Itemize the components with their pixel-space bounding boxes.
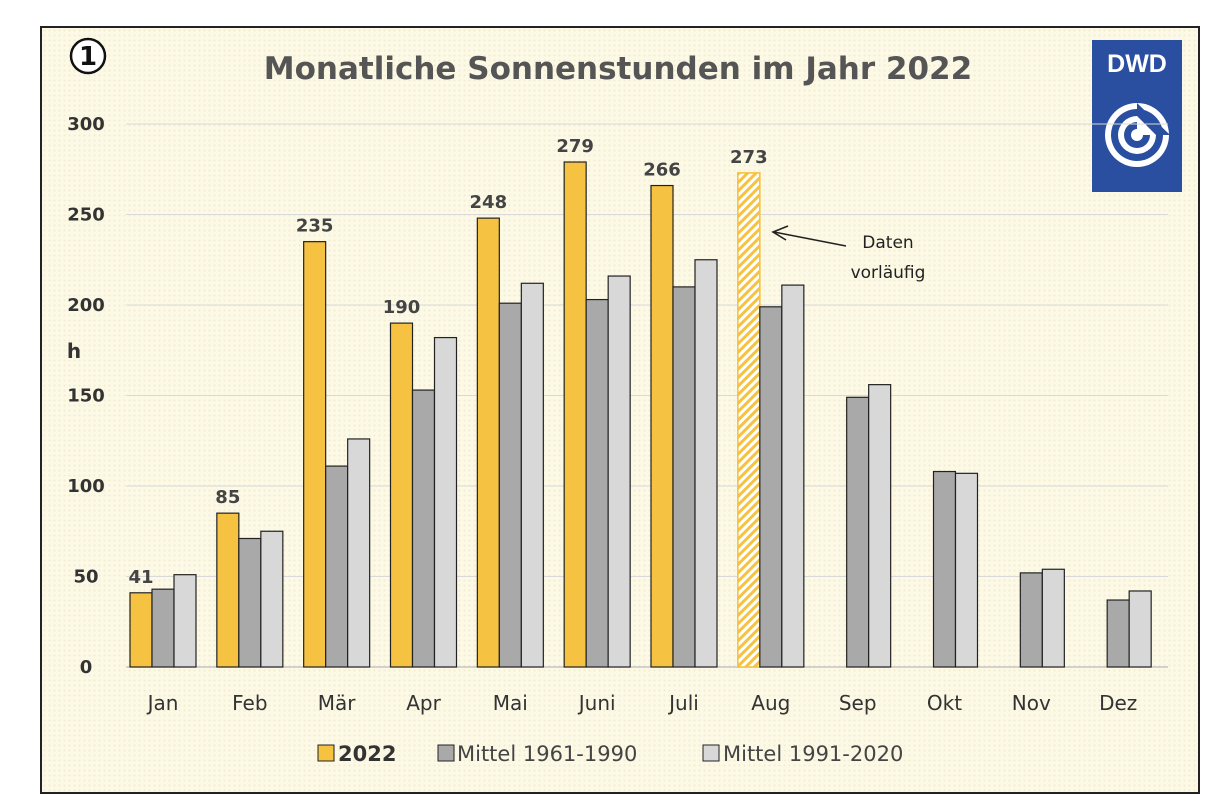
bar-mittel-1991-2020 [260, 530, 284, 668]
annotation-line2: vorläufig [851, 263, 926, 283]
bar-mittel-1961-1990 [1019, 572, 1043, 668]
y-tick-label: 0 [80, 657, 93, 678]
bar-mittel-1991-2020 [520, 282, 544, 668]
badge-number: 1 [79, 42, 97, 72]
bar-mittel-1961-1990 [411, 389, 436, 668]
bar-2022 [216, 512, 240, 668]
y-tick-label: 300 [67, 114, 105, 135]
y-tick-label: 200 [67, 295, 105, 316]
bar-mittel-1991-2020 [694, 259, 718, 668]
data-label: 279 [556, 136, 594, 157]
legend-label-6190: Mittel 1961-1990 [457, 742, 637, 766]
data-label: 190 [383, 297, 421, 318]
data-label: 235 [296, 216, 334, 237]
chart-svg: 1 Monatliche Sonnenstunden im Jahr 2022 … [67, 37, 1182, 766]
legend-swatch-2022 [317, 744, 335, 762]
legend-swatch-6190 [437, 744, 455, 762]
bars [129, 161, 1152, 668]
x-tick-label: Okt [927, 691, 962, 715]
y-tick-labels: 0 50 100 150 200 250 300 [67, 114, 105, 678]
bar-mittel-1991-2020 [347, 438, 371, 668]
bar-mittel-1961-1990 [585, 298, 609, 668]
y-axis-label: h [67, 339, 81, 363]
y-tick-label: 250 [67, 205, 105, 226]
bar-mittel-1961-1990 [238, 537, 262, 668]
badge-circle [69, 37, 107, 75]
data-label: 273 [730, 147, 768, 168]
annotation-arrowhead-icon [771, 225, 789, 241]
dwd-logo: DWD [1092, 40, 1182, 192]
bar-mittel-1961-1990 [672, 286, 696, 668]
bar-mittel-1991-2020 [1128, 590, 1152, 668]
bar-mittel-1961-1990 [846, 396, 870, 668]
x-tick-label: Nov [1012, 691, 1051, 715]
bar-mittel-1961-1990 [325, 465, 349, 668]
legend-label-9120: Mittel 1991-2020 [723, 742, 903, 766]
bar-2022 [650, 184, 674, 668]
x-tick-label: Feb [232, 691, 267, 715]
bar-mittel-1991-2020 [868, 384, 892, 668]
spiral-icon [1105, 103, 1170, 167]
data-labels: 41 85 235 190 248 279 266 273 [128, 136, 767, 588]
chart-frame: 1 Monatliche Sonnenstunden im Jahr 2022 … [40, 26, 1200, 794]
y-tick-label: 150 [67, 386, 105, 407]
x-tick-label: Apr [406, 691, 441, 715]
bar-2022 [129, 592, 153, 668]
badge: 1 [69, 37, 107, 75]
bar-mittel-1961-1990 [759, 306, 783, 668]
bar-mittel-1961-1990 [1106, 599, 1130, 668]
logo-text: DWD [1107, 50, 1167, 78]
x-tick-label: Dez [1099, 691, 1137, 715]
bar-2022 [389, 322, 414, 668]
data-label: 266 [643, 160, 681, 181]
bar-mittel-1961-1990 [498, 302, 522, 668]
x-tick-label: Aug [751, 691, 790, 715]
bar-mittel-1991-2020 [173, 574, 197, 668]
y-tick-label: 100 [67, 476, 105, 497]
data-label: 248 [470, 192, 508, 213]
legend-swatch-9120 [702, 744, 720, 762]
x-tick-label: Sep [839, 691, 877, 715]
annotation-arrow-line [773, 231, 847, 247]
bar-mittel-1991-2020 [433, 336, 458, 668]
bar-2022 [563, 161, 587, 668]
x-tick-label: Juli [667, 691, 699, 715]
bar-mittel-1991-2020 [781, 284, 805, 668]
bar-mittel-1961-1990 [932, 470, 957, 668]
bar-mittel-1961-1990 [151, 588, 175, 668]
grid-layer [126, 123, 1168, 668]
x-tick-label: Jan [146, 691, 179, 715]
chart-title: Monatliche Sonnenstunden im Jahr 2022 [264, 51, 972, 87]
legend: 2022 Mittel 1961-1990 Mittel 1991-2020 [317, 742, 903, 766]
x-tick-label: Mär [318, 691, 357, 715]
annotation: Daten vorläufig [771, 225, 926, 283]
data-label: 41 [128, 567, 153, 588]
y-tick-label: 50 [73, 567, 98, 588]
x-tick-label: Mai [493, 691, 528, 715]
x-tick-labels: Jan Feb Mär Apr Mai Juni Juli Aug Sep Okt Nov Dez [146, 691, 1138, 715]
annotation-line1: Daten [862, 233, 913, 253]
data-label: 85 [215, 487, 240, 508]
legend-label-2022: 2022 [338, 742, 396, 766]
bar-2022 [737, 172, 761, 668]
bar-mittel-1991-2020 [1041, 568, 1065, 668]
bar-mittel-1991-2020 [607, 275, 631, 668]
bar-mittel-1991-2020 [954, 472, 979, 668]
bar-2022 [476, 217, 500, 668]
bar-2022 [303, 241, 327, 668]
x-tick-label: Juni [577, 691, 616, 715]
